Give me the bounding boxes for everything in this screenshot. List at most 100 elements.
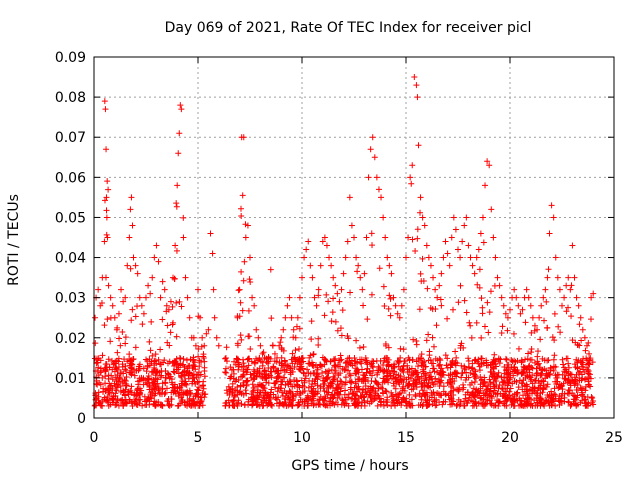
data-point bbox=[417, 270, 424, 277]
data-point bbox=[178, 106, 185, 113]
data-point bbox=[297, 396, 304, 403]
data-point bbox=[117, 342, 124, 349]
data-point bbox=[502, 381, 509, 388]
data-point bbox=[178, 303, 185, 310]
data-point bbox=[442, 391, 449, 398]
data-point bbox=[360, 302, 367, 309]
data-point bbox=[420, 368, 427, 375]
data-point bbox=[574, 341, 581, 348]
data-point bbox=[540, 384, 547, 391]
data-point bbox=[345, 335, 352, 342]
data-point bbox=[139, 402, 146, 409]
data-point bbox=[268, 386, 275, 393]
data-point bbox=[547, 364, 554, 371]
data-point bbox=[201, 358, 208, 365]
data-point bbox=[244, 377, 251, 384]
data-point bbox=[235, 366, 242, 373]
data-point bbox=[400, 286, 407, 293]
data-point bbox=[128, 194, 135, 201]
data-point bbox=[561, 375, 568, 382]
data-point bbox=[529, 365, 536, 372]
data-point bbox=[264, 393, 271, 400]
data-point bbox=[345, 402, 352, 409]
data-point bbox=[296, 294, 303, 301]
data-point bbox=[583, 402, 590, 409]
data-point bbox=[361, 270, 368, 277]
data-point bbox=[310, 363, 317, 370]
data-point bbox=[238, 213, 245, 220]
data-point bbox=[419, 387, 426, 394]
data-point bbox=[173, 299, 180, 306]
data-point bbox=[283, 402, 290, 409]
data-point bbox=[296, 325, 303, 332]
data-point bbox=[352, 358, 359, 365]
data-point bbox=[235, 356, 242, 363]
data-point bbox=[447, 379, 454, 386]
data-point bbox=[427, 262, 434, 269]
data-point bbox=[589, 359, 596, 366]
data-point bbox=[237, 205, 244, 212]
data-point bbox=[440, 254, 447, 261]
data-point bbox=[195, 369, 202, 376]
data-point bbox=[392, 379, 399, 386]
data-point bbox=[301, 398, 308, 405]
data-point bbox=[376, 265, 383, 272]
data-point bbox=[119, 363, 126, 370]
data-point bbox=[104, 393, 111, 400]
data-point bbox=[472, 372, 479, 379]
data-point bbox=[587, 383, 594, 390]
data-point bbox=[112, 390, 119, 397]
data-point bbox=[486, 397, 493, 404]
data-point bbox=[544, 324, 551, 331]
data-point bbox=[268, 315, 275, 322]
data-point bbox=[95, 286, 102, 293]
y-tick-label: 0.02 bbox=[55, 331, 86, 347]
data-point bbox=[491, 387, 498, 394]
data-point bbox=[380, 368, 387, 375]
data-point bbox=[391, 382, 398, 389]
data-point bbox=[103, 194, 110, 201]
data-point bbox=[527, 302, 534, 309]
data-point bbox=[454, 360, 461, 367]
data-point bbox=[444, 250, 451, 257]
data-point bbox=[487, 385, 494, 392]
data-point bbox=[222, 354, 229, 361]
data-point bbox=[491, 351, 498, 358]
data-point bbox=[237, 299, 244, 306]
data-point bbox=[414, 235, 421, 242]
data-point bbox=[476, 284, 483, 291]
data-point bbox=[178, 373, 185, 380]
data-point bbox=[357, 393, 364, 400]
data-point bbox=[461, 398, 468, 405]
data-point bbox=[446, 262, 453, 269]
data-point bbox=[590, 290, 597, 297]
data-point bbox=[264, 360, 271, 367]
data-point bbox=[507, 306, 513, 313]
data-point bbox=[372, 378, 379, 385]
data-point bbox=[287, 369, 294, 376]
data-point bbox=[143, 356, 150, 363]
data-point bbox=[324, 375, 331, 382]
data-point bbox=[426, 396, 433, 403]
x-tick-label: 0 bbox=[90, 430, 99, 446]
data-point bbox=[465, 242, 472, 249]
data-point bbox=[294, 388, 301, 395]
data-point bbox=[263, 379, 270, 386]
data-point bbox=[478, 361, 485, 368]
data-point bbox=[519, 306, 526, 313]
data-point bbox=[405, 354, 412, 361]
data-point bbox=[580, 366, 587, 373]
data-point bbox=[114, 396, 121, 403]
data-point bbox=[397, 354, 404, 361]
data-point bbox=[251, 359, 258, 366]
data-point bbox=[457, 254, 464, 261]
data-point bbox=[245, 398, 252, 405]
data-point bbox=[290, 326, 297, 333]
data-point bbox=[506, 374, 513, 381]
data-point bbox=[186, 369, 193, 376]
data-point bbox=[553, 380, 560, 387]
data-point bbox=[358, 366, 365, 373]
data-point bbox=[290, 395, 297, 402]
data-point bbox=[546, 230, 553, 237]
data-point bbox=[282, 382, 289, 389]
